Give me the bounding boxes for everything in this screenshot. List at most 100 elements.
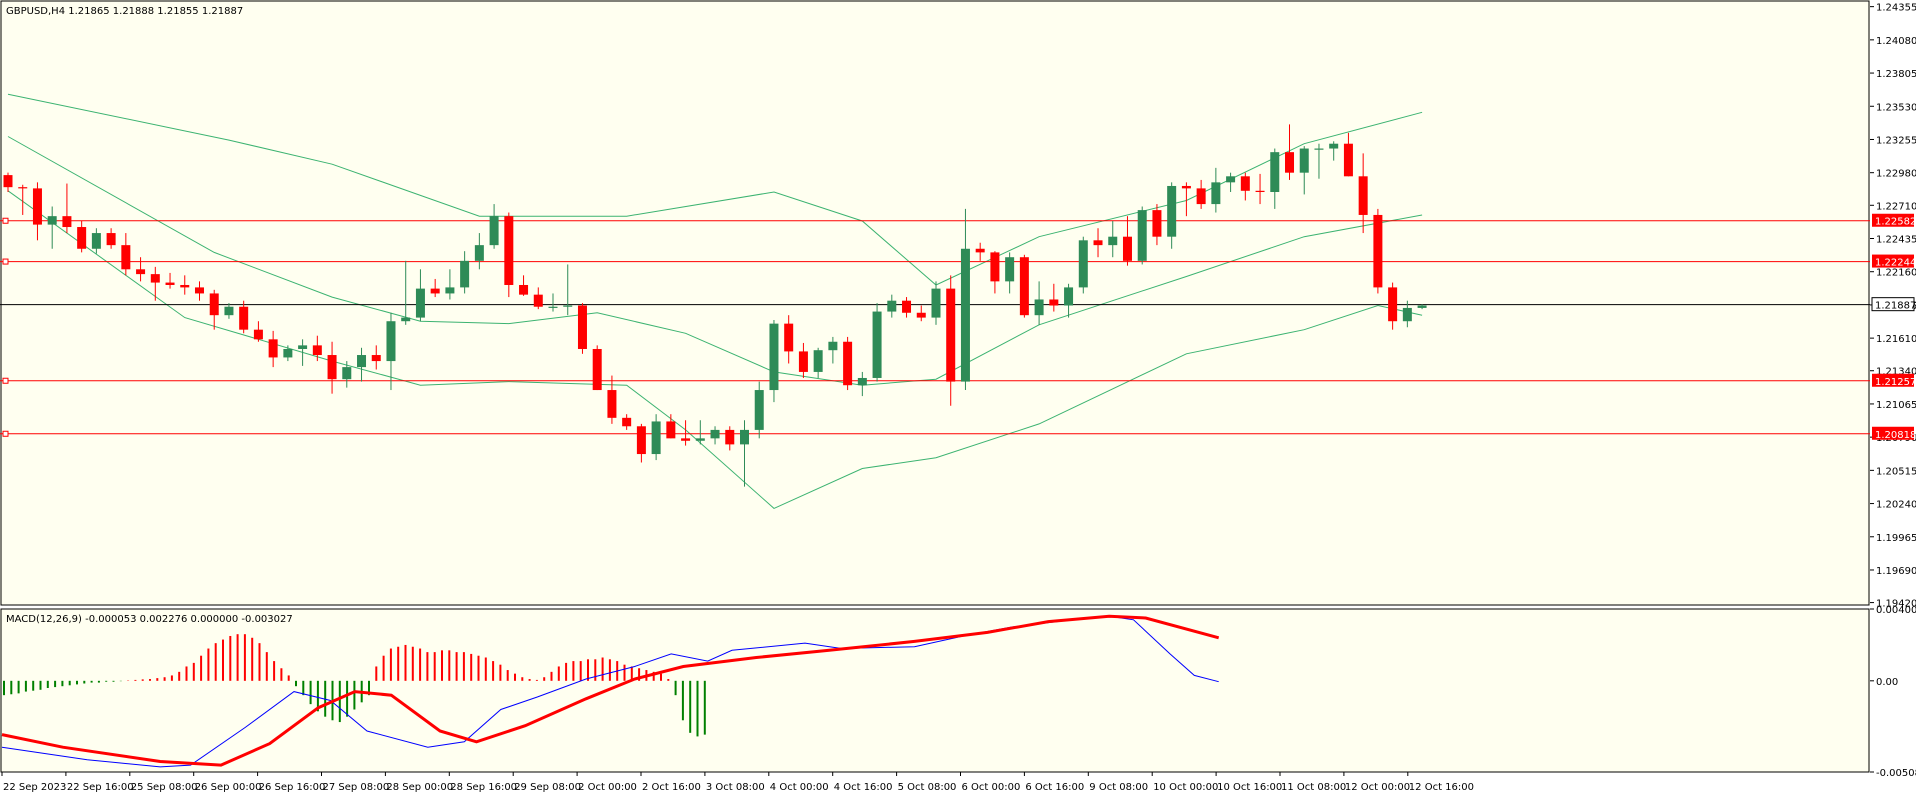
price-tick-label: 1.19690: [1876, 566, 1916, 577]
candle-body: [298, 345, 308, 349]
candle-body: [1152, 210, 1162, 237]
candle-body: [577, 305, 587, 349]
candle-body: [136, 269, 146, 275]
macd-panel-border: [0, 608, 1870, 773]
time-tick-label: 4 Oct 00:00: [770, 782, 829, 793]
time-tick-label: 3 Oct 08:00: [706, 782, 765, 793]
price-tick-label: 1.23255: [1876, 135, 1916, 146]
candle-body: [1226, 176, 1236, 183]
candle-body: [327, 355, 337, 380]
candle-body: [1078, 240, 1088, 288]
candle-body: [695, 438, 705, 441]
candle-body: [150, 274, 160, 283]
candle-body: [607, 390, 617, 418]
candle-body: [725, 429, 735, 445]
candle-body: [1137, 210, 1147, 261]
time-tick-label: 28 Sep 00:00: [386, 782, 453, 793]
candle-body: [1064, 287, 1074, 306]
time-tick-label: 10 Oct 00:00: [1153, 782, 1218, 793]
candle-body: [1181, 185, 1191, 189]
candle-body: [916, 312, 926, 318]
time-tick-label: 22 Sep 2023: [3, 782, 66, 793]
candle-body: [268, 339, 278, 358]
candle-body: [194, 287, 204, 294]
candle-body: [519, 284, 529, 295]
level-anchor-4: [2, 430, 9, 437]
macd-tick-label: 0.004004: [1876, 605, 1916, 616]
level-tag-label: 1.22582: [1875, 217, 1916, 228]
candle-body: [769, 323, 779, 391]
price-tick-label: 1.24080: [1876, 36, 1916, 47]
candle-body: [1122, 236, 1132, 261]
candle-body: [1093, 240, 1103, 246]
candle-body: [18, 187, 28, 189]
candle-body: [415, 288, 425, 318]
time-tick-label: 28 Sep 16:00: [450, 782, 517, 793]
price-tick-label: 1.22435: [1876, 234, 1916, 245]
time-tick-label: 2 Oct 00:00: [578, 782, 637, 793]
time-tick-label: 5 Oct 08:00: [898, 782, 957, 793]
time-tick-label: 11 Oct 08:00: [1281, 782, 1346, 793]
candle-body: [813, 350, 823, 372]
level-anchor-1: [2, 217, 9, 224]
candle-body: [62, 216, 72, 228]
candle-body: [253, 329, 263, 340]
macd-axis: 0.004004 0.00 -0.005084: [1870, 605, 1916, 779]
time-tick-label: 4 Oct 16:00: [834, 782, 893, 793]
time-tick-label: 22 Sep 16:00: [67, 782, 134, 793]
candle-body: [990, 252, 1000, 282]
candle-body: [651, 421, 661, 455]
horizontal-levels: [0, 217, 1870, 437]
price-tick-label: 1.24355: [1876, 3, 1916, 14]
candle-body: [1211, 182, 1221, 205]
candle-body: [312, 345, 322, 356]
bollinger-middle-band: [7, 136, 1423, 386]
candle-body: [91, 233, 101, 249]
candle-body: [401, 317, 411, 322]
price-tick-label: 1.19420: [1876, 599, 1916, 610]
level-anchor-3: [2, 377, 9, 384]
candle-body: [1285, 152, 1295, 173]
candle-body: [1108, 236, 1118, 246]
price-tick-label: 1.22160: [1876, 268, 1916, 279]
candle-body: [1373, 214, 1383, 288]
candle-body: [960, 248, 970, 382]
candle-body: [1329, 143, 1339, 149]
candle-body: [489, 216, 499, 246]
candle-body: [1343, 143, 1353, 177]
candle-body: [283, 348, 293, 358]
level-tag-label: 1.22244: [1875, 258, 1916, 269]
candle-body: [106, 233, 116, 246]
price-panel-border: [0, 0, 1870, 606]
candle-body: [1019, 257, 1029, 316]
candle-body: [1167, 185, 1177, 237]
symbol-info: GBPUSD,H4 1.21865 1.21888 1.21855 1.2188…: [6, 6, 243, 17]
candle-body: [666, 421, 676, 439]
candle-body: [887, 300, 897, 312]
time-tick-label: 27 Sep 08:00: [323, 782, 390, 793]
time-tick-label: 12 Oct 16:00: [1409, 782, 1474, 793]
candle-body: [371, 355, 381, 362]
time-tick-label: 2 Oct 16:00: [642, 782, 701, 793]
current-price-tag-label: 1.21887: [1875, 301, 1916, 312]
time-tick-label: 29 Sep 08:00: [514, 782, 581, 793]
candle-body: [47, 216, 57, 225]
candle-body: [1388, 287, 1398, 322]
candle-body: [77, 227, 87, 249]
price-tick-label: 1.19965: [1876, 533, 1916, 544]
level-tag-3: [1872, 373, 1914, 387]
candle-body: [798, 351, 808, 372]
candle-body: [872, 311, 882, 378]
price-tick-label: 1.20240: [1876, 500, 1916, 511]
candle-body: [1417, 305, 1427, 308]
candle-body: [681, 438, 691, 441]
candle-body: [740, 429, 749, 445]
candle-body: [1270, 152, 1280, 193]
candle-body: [504, 216, 514, 285]
time-tick-label: 12 Oct 00:00: [1345, 782, 1410, 793]
candle-body: [710, 429, 720, 439]
candles: [3, 124, 1427, 487]
candle-body: [931, 288, 941, 318]
candle-body: [121, 245, 131, 270]
